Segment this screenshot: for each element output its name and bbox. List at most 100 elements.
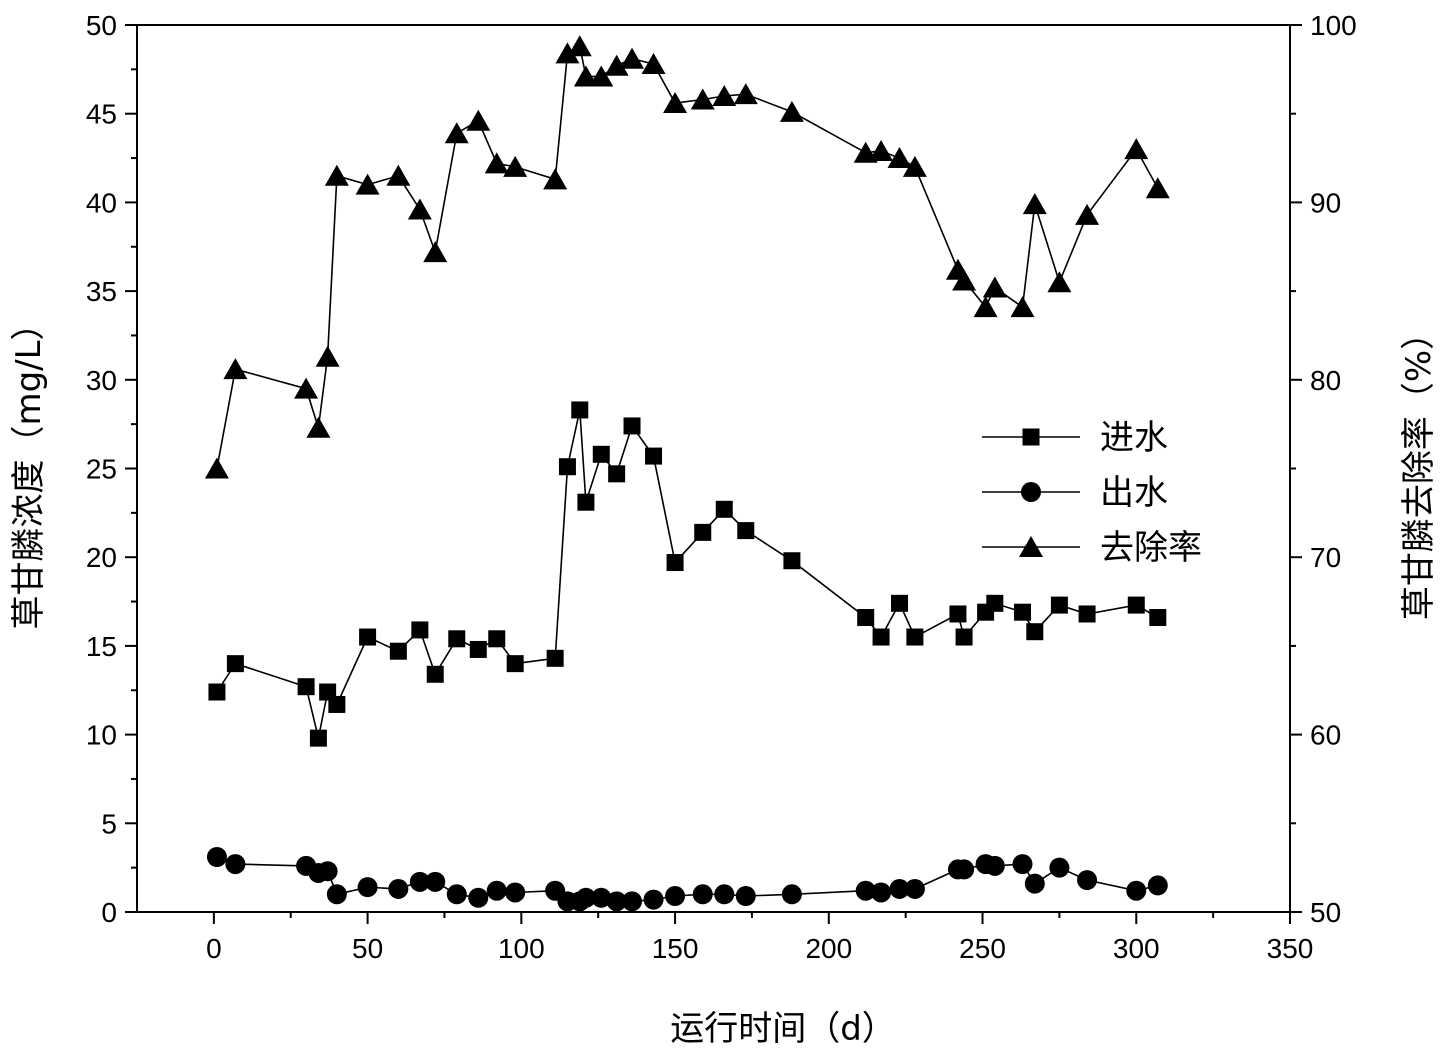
data-point-effluent (317, 861, 338, 882)
x-axis-title: 运行时间（d） (670, 1009, 896, 1049)
data-point-removal-rate (733, 83, 758, 105)
data-point-effluent (206, 847, 227, 868)
data-point-effluent (591, 887, 612, 908)
data-point-influent (1078, 605, 1096, 623)
y-axis-title: 草甘膦浓度（mg/L） (9, 306, 49, 629)
data-point-effluent (781, 884, 802, 905)
data-point-effluent (665, 886, 686, 907)
data-point-removal-rate (869, 139, 894, 161)
legend-item-influent: 进水 (982, 418, 1168, 458)
x-tick-label: 0 (206, 933, 222, 964)
y-tick-label: 5 (101, 808, 117, 839)
data-point-effluent (606, 891, 627, 912)
data-point-effluent (904, 878, 925, 899)
data-point-removal-rate (294, 377, 319, 399)
data-point-influent (359, 628, 377, 646)
data-point-influent (328, 695, 346, 713)
data-point-influent (645, 447, 663, 465)
data-point-removal-rate (779, 100, 804, 122)
y-tick-label: 15 (86, 631, 117, 662)
series-influent (208, 401, 1167, 747)
data-point-removal-rate (589, 65, 614, 87)
x-tick-label: 150 (652, 933, 699, 964)
y-tick-label: 30 (86, 365, 117, 396)
legend-marker-removal-rate (1019, 536, 1043, 557)
series-removal-rate (204, 35, 1170, 479)
y-tick-label: 25 (86, 454, 117, 485)
y-tick-label: 50 (86, 10, 117, 41)
x-tick-label: 300 (1113, 933, 1160, 964)
data-point-removal-rate (543, 168, 568, 190)
x-tick-label: 250 (959, 933, 1006, 964)
data-point-removal-rate (466, 109, 491, 131)
data-point-effluent (409, 871, 430, 892)
data-point-effluent (1126, 880, 1147, 901)
data-point-influent (783, 552, 801, 570)
data-point-removal-rate (1075, 203, 1100, 225)
data-point-effluent (692, 884, 713, 905)
data-point-removal-rate (952, 269, 977, 291)
data-point-effluent (446, 884, 467, 905)
y2-tick-label: 60 (1310, 720, 1341, 751)
y2-tick-label: 90 (1310, 187, 1341, 218)
data-point-influent (411, 621, 429, 639)
data-point-effluent (643, 889, 664, 910)
data-point-removal-rate (407, 198, 432, 220)
legend-label-effluent: 出水 (1100, 473, 1168, 513)
y-tick-label: 45 (86, 99, 117, 130)
data-point-effluent (388, 878, 409, 899)
data-point-effluent (468, 887, 489, 908)
data-point-influent (1127, 596, 1145, 614)
x-tick-label: 350 (1267, 933, 1314, 964)
data-point-removal-rate (1124, 138, 1149, 160)
x-tick-label: 100 (498, 933, 545, 964)
data-point-effluent (871, 882, 892, 903)
series-layer (204, 35, 1170, 912)
data-point-removal-rate (902, 155, 927, 177)
data-point-effluent (855, 880, 876, 901)
data-point-removal-rate (444, 122, 469, 144)
y2-tick-label: 100 (1310, 10, 1357, 41)
data-point-removal-rate (204, 457, 229, 479)
data-point-influent (891, 594, 909, 612)
y2-tick-label: 80 (1310, 365, 1341, 396)
data-point-removal-rate (386, 164, 411, 186)
data-point-removal-rate (555, 42, 580, 64)
data-point-removal-rate (1145, 177, 1170, 199)
data-point-influent (448, 630, 466, 648)
series-line-influent (216, 409, 1159, 739)
data-point-influent (906, 628, 924, 646)
data-point-effluent (225, 854, 246, 875)
data-point-removal-rate (1022, 193, 1047, 215)
legend-item-effluent: 出水 (982, 473, 1168, 513)
data-point-effluent (954, 859, 975, 880)
data-point-influent (297, 678, 315, 696)
data-point-effluent (1077, 870, 1098, 891)
data-point-removal-rate (324, 164, 349, 186)
y-tick-label: 20 (86, 542, 117, 573)
data-point-influent (226, 655, 244, 673)
axes: 0 50 100 150 200 250 300 350 0 5 10 15 20 25 30 35 40 45 5… (86, 10, 1357, 964)
data-point-effluent (735, 886, 756, 907)
data-point-removal-rate (620, 47, 645, 69)
data-point-influent (872, 628, 890, 646)
y2-tick-label: 70 (1310, 542, 1341, 573)
data-point-influent (577, 493, 595, 511)
legend-label-removal-rate: 去除率 (1100, 528, 1202, 568)
data-point-influent (592, 445, 610, 463)
data-point-influent (1014, 603, 1032, 621)
data-point-effluent (425, 871, 446, 892)
x-tick-label: 200 (805, 933, 852, 964)
data-point-effluent (889, 878, 910, 899)
y-tick-label: 35 (86, 276, 117, 307)
data-point-effluent (357, 877, 378, 898)
data-point-removal-rate (712, 84, 737, 106)
x-tick-label: 50 (352, 933, 383, 964)
data-point-influent (715, 500, 733, 518)
y-tick-label: 10 (86, 720, 117, 751)
data-point-removal-rate (306, 416, 331, 438)
data-point-removal-rate (484, 152, 509, 174)
data-point-effluent (575, 887, 596, 908)
plot-frame (136, 24, 1291, 913)
